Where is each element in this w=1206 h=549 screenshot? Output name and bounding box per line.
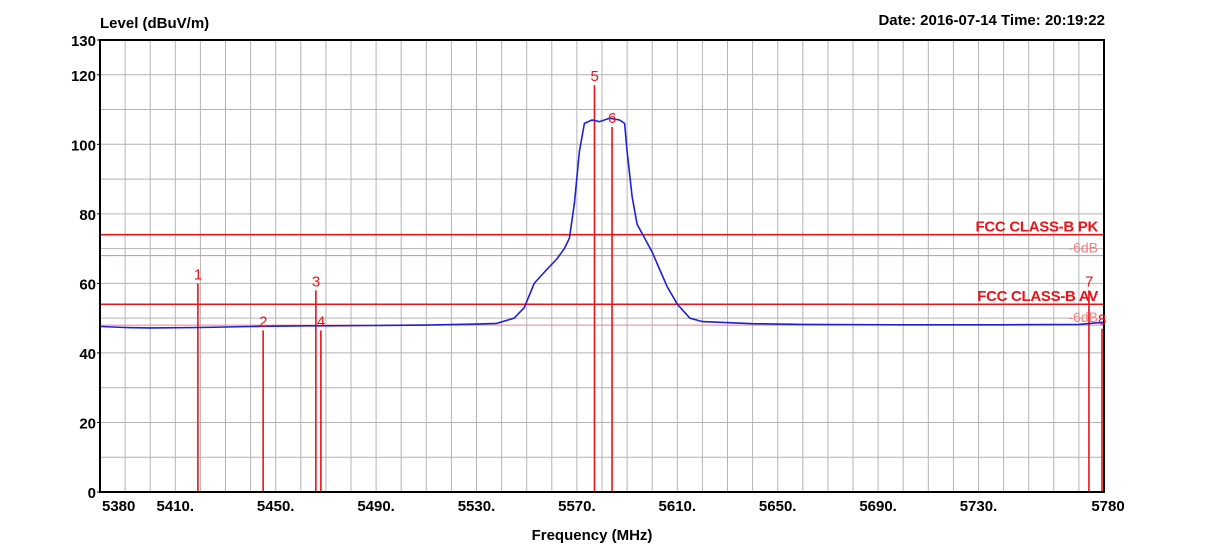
x-tick-label: 5490. <box>357 498 395 515</box>
y-tick-label: 100 <box>71 137 96 154</box>
y-tick-label: 80 <box>79 207 96 224</box>
grid <box>99 40 1105 492</box>
y-tick-label: 20 <box>79 415 96 432</box>
marker-label: 8 <box>1098 312 1106 329</box>
date-time-stamp: Date: 2016-07-14 Time: 20:19:22 <box>878 12 1105 29</box>
limit-label: FCC CLASS-B AV <box>977 288 1098 305</box>
limit-label: FCC CLASS-B PK <box>976 219 1099 236</box>
markers <box>197 85 1103 492</box>
y-tick-label: 120 <box>71 68 96 85</box>
y-tick-label: 60 <box>79 276 96 293</box>
x-tick-label: 5650. <box>759 498 797 515</box>
x-tick-label: 5690. <box>859 498 897 515</box>
plot-frame <box>99 39 1105 493</box>
limit-labels: FCC CLASS-B PK -6dB FCC CLASS-B AV -6dB <box>976 219 1099 325</box>
y-tick-label: 40 <box>79 346 96 363</box>
x-tick-label: 5410. <box>157 498 195 515</box>
marker-label: 4 <box>317 313 325 330</box>
x-tick-label: 5570. <box>558 498 596 515</box>
x-tick-label: 5530. <box>458 498 496 515</box>
limit-sub-label: -6dB <box>1068 309 1098 325</box>
measurement-trace <box>100 117 1104 329</box>
y-axis-label: Level (dBuV/m) <box>100 15 209 32</box>
x-tick-label: 5730. <box>960 498 998 515</box>
marker-label: 2 <box>259 313 267 330</box>
marker-label: 3 <box>312 273 320 290</box>
marker-label: 7 <box>1085 273 1093 290</box>
marker-label: 5 <box>590 68 598 85</box>
marker-label: 6 <box>608 110 616 127</box>
y-tick-label: 130 <box>71 33 96 50</box>
x-axis-label: Frequency (MHz) <box>532 527 653 544</box>
marker-label: 1 <box>194 266 202 283</box>
x-tick-label: 5450. <box>257 498 295 515</box>
x-tick-label: 5780 <box>1091 498 1124 515</box>
axis-ticks: 5380 5410. 5450. 5490. 5530. 5570. 5610. 5650. 5… <box>71 33 1125 515</box>
x-tick-label: 5610. <box>659 498 697 515</box>
x-tick-label: 5380 <box>102 498 135 515</box>
limit-sub-label: -6dB <box>1068 240 1098 256</box>
y-tick-label: 0 <box>88 485 96 502</box>
marker-labels: 1 2 3 4 5 6 7 8 <box>194 68 1106 330</box>
